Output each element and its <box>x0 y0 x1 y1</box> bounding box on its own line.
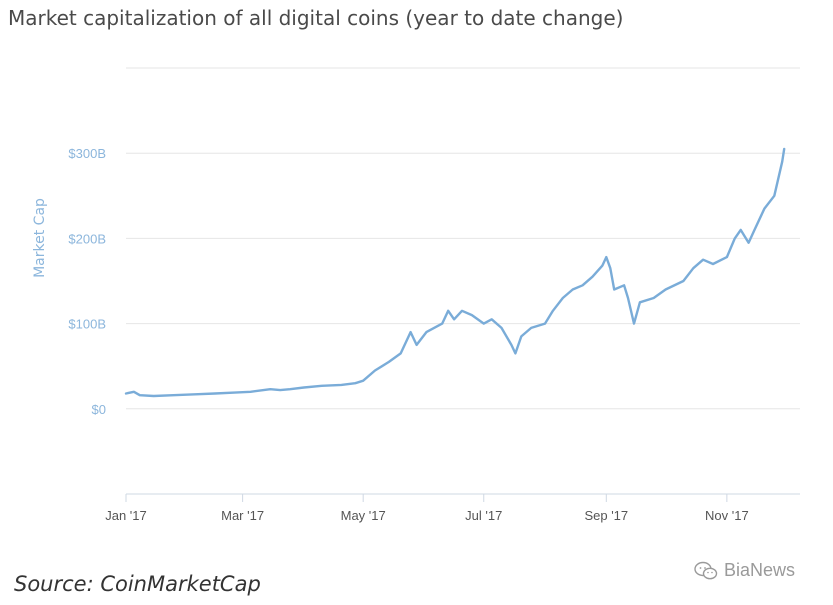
wechat-icon <box>694 561 718 579</box>
x-tick-label: Jan '17 <box>105 508 147 523</box>
x-axis: Jan '17 Mar '17 May '17 Jul '17 Sep '17 Nov '… <box>105 493 800 523</box>
y-tick-label: $100B <box>68 317 106 332</box>
x-tick-label: Sep '17 <box>584 508 628 523</box>
y-axis-label: Market Cap <box>32 198 48 278</box>
series-line <box>124 147 786 398</box>
series-group <box>124 147 786 398</box>
chart-title: Market capitalization of all digital coi… <box>8 6 624 30</box>
watermark: BiaNews <box>694 560 795 581</box>
x-tick-label: Mar '17 <box>221 508 264 523</box>
gridlines <box>126 67 800 410</box>
y-tick-label: $200B <box>68 231 106 246</box>
watermark-text: BiaNews <box>724 560 796 580</box>
x-tick-label: Jul '17 <box>465 508 502 523</box>
x-tick-label: Nov '17 <box>705 508 749 523</box>
y-tick-label: $0 <box>92 402 106 417</box>
y-tick-labels: $0 $100B $200B $300B <box>68 146 106 417</box>
source-caption: Source: CoinMarketCap <box>14 572 261 596</box>
y-tick-label: $300B <box>68 146 106 161</box>
x-tick-label: May '17 <box>341 508 386 523</box>
